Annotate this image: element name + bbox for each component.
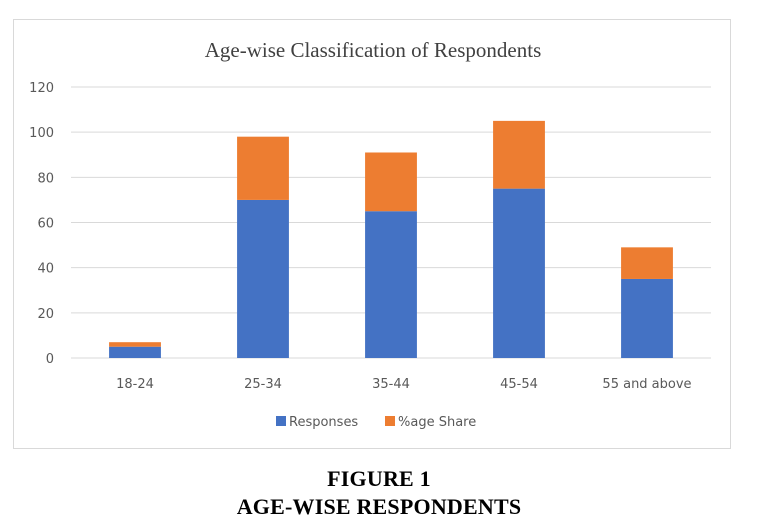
y-tick-label: 0 (46, 352, 54, 367)
y-tick-label: 80 (37, 171, 54, 186)
stacked-bar-chart: Age-wise Classification of Respondents 0… (29, 38, 711, 430)
x-tick-label: 25-34 (244, 377, 282, 392)
bar-responses (365, 211, 417, 358)
legend-swatch-responses (276, 416, 286, 426)
legend-swatch-share (385, 416, 395, 426)
bar-responses (109, 346, 161, 358)
chart-frame: Age-wise Classification of Respondents 0… (13, 19, 731, 449)
y-tick-label: 40 (37, 262, 54, 277)
bar-share (621, 247, 673, 279)
chart-title: Age-wise Classification of Respondents (205, 38, 542, 62)
bar-responses (621, 278, 673, 358)
y-axis-ticks: 0 20 40 60 80 100 120 (29, 81, 54, 367)
bar-responses (237, 199, 289, 358)
x-tick-label: 45-54 (500, 377, 538, 392)
x-tick-label: 35-44 (372, 377, 410, 392)
legend-label-share: %age Share (398, 415, 476, 430)
legend-label-responses: Responses (289, 415, 358, 430)
bars (109, 120, 673, 358)
figure-caption-description: AGE-WISE RESPONDENTS (236, 494, 522, 519)
bar-share (109, 342, 161, 347)
x-axis-ticks: 18-24 25-34 35-44 45-54 55 and above (116, 377, 691, 392)
y-tick-label: 60 (37, 217, 54, 232)
x-tick-label: 18-24 (116, 377, 154, 392)
bar-share (237, 136, 289, 200)
y-tick-label: 120 (29, 81, 54, 96)
bar-share (493, 120, 545, 189)
y-tick-label: 20 (37, 307, 54, 322)
bar-share (365, 152, 417, 212)
x-tick-label: 55 and above (602, 377, 691, 392)
y-tick-label: 100 (29, 126, 54, 141)
bar-responses (493, 188, 545, 358)
legend: Responses %age Share (276, 415, 476, 430)
figure-caption-number: FIGURE 1 (327, 466, 431, 491)
